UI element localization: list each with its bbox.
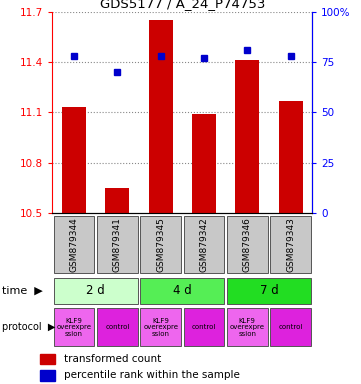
Bar [97,216,138,273]
Bar [54,216,94,273]
Text: GSM879342: GSM879342 [200,217,208,272]
Title: GDS5177 / A_24_P74753: GDS5177 / A_24_P74753 [100,0,265,10]
Bar [149,20,173,213]
Text: GSM879344: GSM879344 [70,217,78,272]
Bar [227,308,268,346]
Bar [140,278,224,304]
Text: control: control [105,324,130,330]
Bar [140,308,181,346]
Text: 2 d: 2 d [86,285,105,297]
Text: GSM879345: GSM879345 [156,217,165,272]
Bar [62,107,86,213]
Text: time  ▶: time ▶ [2,286,43,296]
Bar [270,308,311,346]
Bar [235,60,259,213]
Text: KLF9
overexpre
ssion: KLF9 overexpre ssion [143,318,178,337]
Bar [184,216,224,273]
Bar [227,278,311,304]
Bar [97,308,138,346]
Text: 7 d: 7 d [260,285,278,297]
Text: GSM879341: GSM879341 [113,217,122,272]
Text: protocol  ▶: protocol ▶ [2,322,55,333]
Text: 4 d: 4 d [173,285,192,297]
Bar [54,308,94,346]
Bar [279,101,303,213]
Bar [40,370,55,381]
Text: percentile rank within the sample: percentile rank within the sample [64,370,240,381]
Bar [192,114,216,213]
Bar [270,216,311,273]
Text: KLF9
overexpre
ssion: KLF9 overexpre ssion [230,318,265,337]
Text: GSM879343: GSM879343 [286,217,295,272]
Text: GSM879346: GSM879346 [243,217,252,272]
Bar [227,216,268,273]
Bar [40,354,55,364]
Text: transformed count: transformed count [64,354,161,364]
Bar [54,278,138,304]
Text: control: control [192,324,216,330]
Bar [140,216,181,273]
Text: KLF9
overexpre
ssion: KLF9 overexpre ssion [57,318,91,337]
Bar [105,188,129,213]
Text: control: control [278,324,303,330]
Bar [184,308,224,346]
